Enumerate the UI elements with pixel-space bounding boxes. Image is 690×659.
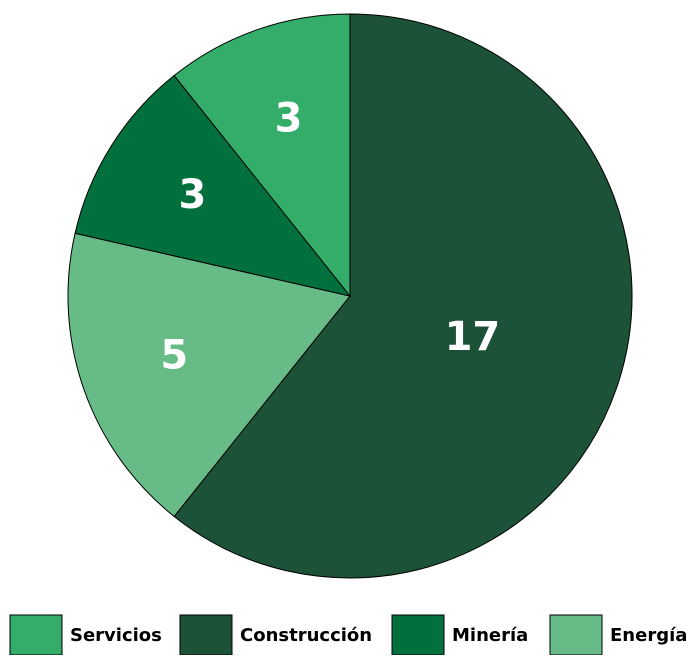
legend-swatch bbox=[549, 614, 603, 656]
legend-swatch bbox=[391, 614, 445, 656]
pie-slice bbox=[173, 13, 351, 298]
slice-label: 5 bbox=[160, 332, 188, 378]
pie-slice bbox=[74, 74, 352, 297]
legend-swatch bbox=[9, 614, 63, 656]
legend-label: Energía bbox=[610, 625, 687, 646]
legend-swatch bbox=[179, 614, 233, 656]
legend-label: Construcción bbox=[240, 625, 372, 646]
slice-label: 3 bbox=[275, 95, 303, 141]
legend-label: Minería bbox=[452, 625, 528, 646]
slice-label: 17 bbox=[445, 314, 501, 360]
legend-label: Servicios bbox=[70, 625, 162, 646]
slice-label: 3 bbox=[178, 172, 206, 218]
pie-slice bbox=[67, 232, 351, 518]
pie-slice bbox=[173, 13, 633, 579]
